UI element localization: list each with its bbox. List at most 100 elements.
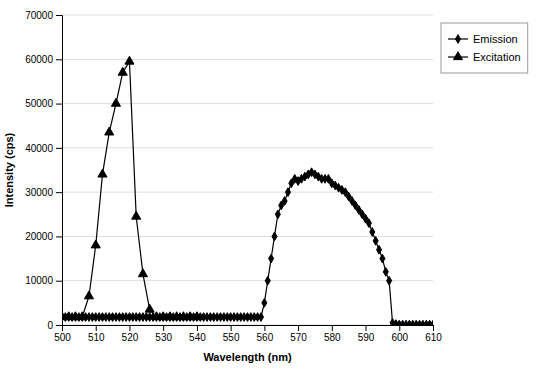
tick-mark xyxy=(56,15,62,16)
tick: 580 xyxy=(324,325,341,343)
legend-item: Excitation xyxy=(448,51,521,63)
tick: 510 xyxy=(88,325,105,343)
tick-mark xyxy=(197,325,198,331)
grid-line xyxy=(62,192,433,193)
legend-label: Excitation xyxy=(473,51,521,63)
line xyxy=(62,172,433,324)
tick-label: 570 xyxy=(290,332,307,343)
marker xyxy=(366,219,371,228)
marker xyxy=(105,127,114,135)
grid-line xyxy=(62,236,433,237)
tick-label: 560 xyxy=(257,332,274,343)
tick-label: 20000 xyxy=(25,231,53,242)
tick: 20000 xyxy=(25,231,62,242)
plot: 5005105205305405505605705805906006100100… xyxy=(3,10,442,363)
tick-label: 50000 xyxy=(25,98,53,109)
marker xyxy=(370,228,375,237)
series xyxy=(62,168,433,325)
legend-frame xyxy=(441,23,528,73)
marker xyxy=(118,67,127,75)
tick-mark xyxy=(231,325,232,331)
tick-label: 500 xyxy=(54,332,71,343)
marker xyxy=(111,98,120,106)
marker xyxy=(84,291,93,299)
tick: 600 xyxy=(391,325,408,343)
tick-mark xyxy=(56,236,62,237)
marker xyxy=(78,312,87,320)
tick: 590 xyxy=(358,325,375,343)
tick-label: 0 xyxy=(47,320,53,331)
tick-label: 590 xyxy=(358,332,375,343)
tick: 570 xyxy=(290,325,307,343)
marker xyxy=(383,267,388,276)
series-group xyxy=(62,56,433,325)
tick-label: 550 xyxy=(223,332,240,343)
marker xyxy=(262,298,267,307)
x-axis-title: Wavelength (nm) xyxy=(203,351,292,363)
legend-marker xyxy=(455,35,460,44)
grid-line xyxy=(62,59,433,60)
tick: 550 xyxy=(223,325,240,343)
marker xyxy=(373,236,378,245)
chart: 5005105205305405505605705805906006100100… xyxy=(0,0,538,370)
tick-label: 10000 xyxy=(25,275,53,286)
marker xyxy=(282,197,287,206)
tick: 560 xyxy=(257,325,274,343)
marker xyxy=(387,276,392,285)
marker xyxy=(192,312,201,320)
tick: 30000 xyxy=(25,187,62,198)
marker xyxy=(258,313,263,322)
tick-label: 600 xyxy=(391,332,408,343)
tick: 500 xyxy=(54,325,71,343)
tick: 540 xyxy=(189,325,206,343)
tick-mark xyxy=(332,325,333,331)
tick: 10000 xyxy=(25,275,62,286)
line xyxy=(62,62,197,318)
tick: 530 xyxy=(155,325,172,343)
marker xyxy=(125,56,134,64)
tick-mark xyxy=(56,325,62,326)
marker xyxy=(275,210,280,219)
tick-label: 70000 xyxy=(25,10,53,21)
tick-label: 30000 xyxy=(25,187,53,198)
tick-mark xyxy=(56,192,62,193)
tick-label: 60000 xyxy=(25,54,53,65)
marker xyxy=(285,188,290,197)
tick-mark xyxy=(433,325,434,331)
tick-mark xyxy=(163,325,164,331)
tick-mark xyxy=(129,325,130,331)
series xyxy=(62,56,201,319)
tick-mark xyxy=(56,281,62,282)
tick-mark xyxy=(56,148,62,149)
tick-label: 580 xyxy=(324,332,341,343)
tick-mark xyxy=(56,104,62,105)
tick-mark xyxy=(264,325,265,331)
marker xyxy=(91,240,100,248)
tick-label: 510 xyxy=(88,332,105,343)
tick: 40000 xyxy=(25,143,62,154)
marker xyxy=(269,254,274,263)
tick-label: 520 xyxy=(122,332,139,343)
x-axis-line xyxy=(63,326,434,332)
tick-mark xyxy=(399,325,400,331)
legend-label: Emission xyxy=(473,33,518,45)
tick: 60000 xyxy=(25,54,62,65)
marker xyxy=(138,269,147,277)
y-axis-line xyxy=(56,16,63,326)
marker xyxy=(145,304,154,312)
y-axis-title: Intensity (cps) xyxy=(3,132,15,207)
marker xyxy=(272,232,277,241)
marker xyxy=(132,211,141,219)
tick-mark xyxy=(96,325,97,331)
marker xyxy=(377,245,382,254)
legend-item: Emission xyxy=(448,33,518,45)
legend-marker xyxy=(453,52,462,60)
tick: 70000 xyxy=(25,10,62,21)
x-axis: 500510520530540550560570580590600610 xyxy=(54,325,442,343)
tick: 0 xyxy=(47,320,62,331)
tick-label: 530 xyxy=(155,332,172,343)
tick-mark xyxy=(366,325,367,331)
tick-mark xyxy=(56,59,62,60)
marker xyxy=(98,169,107,177)
tick-label: 40000 xyxy=(25,143,53,154)
